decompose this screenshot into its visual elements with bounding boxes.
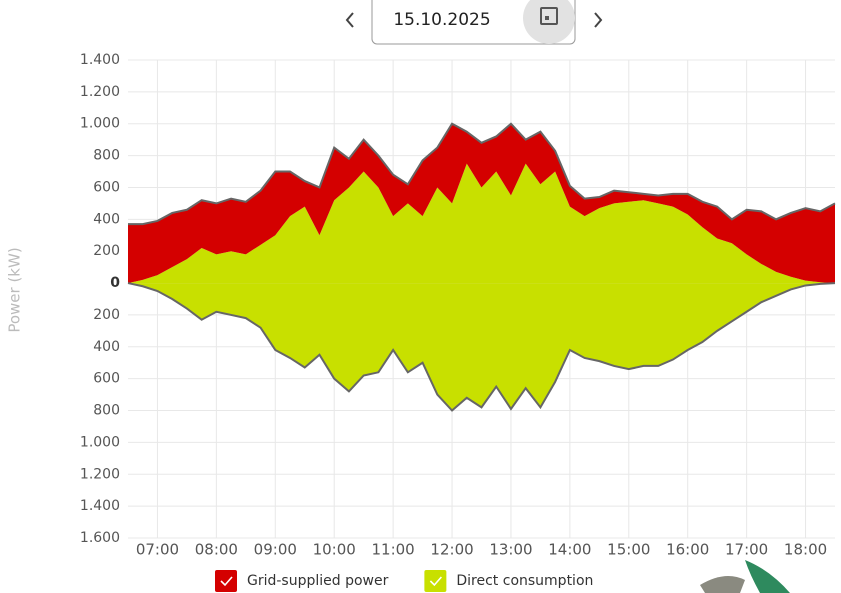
x-tick-label: 07:00: [136, 541, 179, 559]
y-tick-label: 600: [93, 179, 120, 195]
legend-check: [429, 576, 442, 587]
area: [128, 283, 835, 411]
y-tick-label: 200: [93, 243, 120, 259]
x-tick-label: 09:00: [254, 541, 297, 559]
x-tick-label: 17:00: [725, 541, 768, 559]
y-tick-label: 0: [110, 275, 120, 291]
x-tick-label: 18:00: [784, 541, 827, 559]
y-tick-label: 1.400: [80, 52, 120, 68]
legend-check: [220, 576, 233, 587]
y-tick-label: 400: [93, 211, 120, 227]
x-tick-label: 11:00: [372, 541, 415, 559]
y-tick-label: 1.400: [80, 498, 120, 514]
y-tick-label: 600: [93, 371, 120, 387]
date-text: 15.10.2025: [393, 10, 490, 30]
y-tick-label: 1.200: [80, 466, 120, 482]
calendar-icon-dot: [545, 16, 549, 20]
x-tick-label: 15:00: [607, 541, 650, 559]
legend-swatch: [215, 570, 237, 592]
area: [128, 163, 835, 284]
y-tick-label: 200: [93, 307, 120, 323]
calendar-button[interactable]: [523, 0, 575, 44]
x-tick-label: 16:00: [666, 541, 709, 559]
y-tick-label: 1.600: [80, 530, 120, 546]
y-tick-label: 1.000: [80, 434, 120, 450]
y-tick-label: 800: [93, 148, 120, 164]
calendar-icon: [540, 7, 558, 25]
legend-swatch: [424, 570, 447, 592]
legend-label: Direct consumption: [456, 573, 593, 589]
x-tick-label: 12:00: [430, 541, 473, 559]
legend-label: Grid-supplied power: [247, 573, 389, 589]
area: [128, 123, 835, 284]
x-tick-label: 08:00: [195, 541, 238, 559]
date-picker: 15.10.2025: [345, 0, 603, 45]
x-tick-label: 13:00: [489, 541, 532, 559]
outline: [128, 122, 836, 226]
logo: [700, 560, 790, 593]
legend: Grid-supplied power Direct consumption: [215, 570, 593, 592]
y-tick-label: 800: [93, 403, 120, 419]
next-button[interactable]: [594, 12, 603, 28]
prev-button[interactable]: [345, 12, 354, 28]
y-tick-label: 1.000: [80, 116, 120, 132]
logo-shape: [700, 576, 745, 593]
y-tick-label: 1.200: [80, 84, 120, 100]
x-tick-label: 10:00: [313, 541, 356, 559]
x-tick-label: 14:00: [548, 541, 591, 559]
areas: [127, 122, 836, 412]
y-axis-label: Power (kW): [6, 247, 24, 332]
outline: [127, 282, 836, 412]
logo-shape: [745, 560, 790, 593]
y-tick-label: 400: [93, 339, 120, 355]
